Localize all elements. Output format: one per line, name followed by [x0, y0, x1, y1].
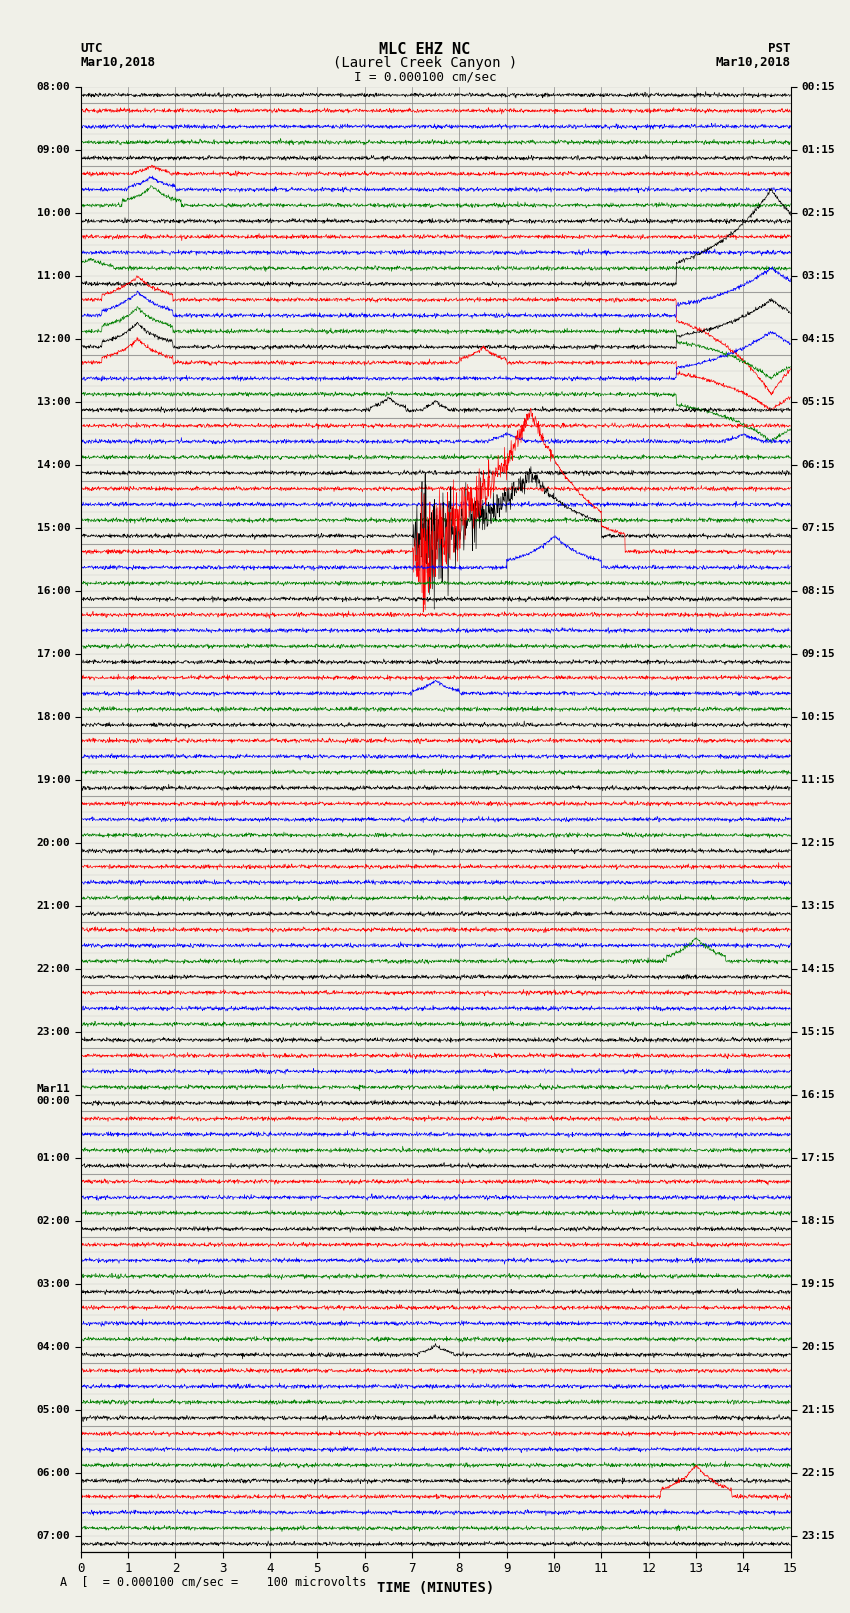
Text: PST: PST — [768, 42, 790, 55]
Text: I = 0.000100 cm/sec: I = 0.000100 cm/sec — [354, 71, 496, 84]
Text: (Laurel Creek Canyon ): (Laurel Creek Canyon ) — [333, 56, 517, 71]
X-axis label: TIME (MINUTES): TIME (MINUTES) — [377, 1581, 494, 1595]
Text: Mar10,2018: Mar10,2018 — [81, 56, 156, 69]
Text: A  [  = 0.000100 cm/sec =    100 microvolts: A [ = 0.000100 cm/sec = 100 microvolts — [60, 1576, 366, 1589]
Text: UTC: UTC — [81, 42, 103, 55]
Text: MLC EHZ NC: MLC EHZ NC — [379, 42, 471, 56]
Text: Mar10,2018: Mar10,2018 — [716, 56, 790, 69]
